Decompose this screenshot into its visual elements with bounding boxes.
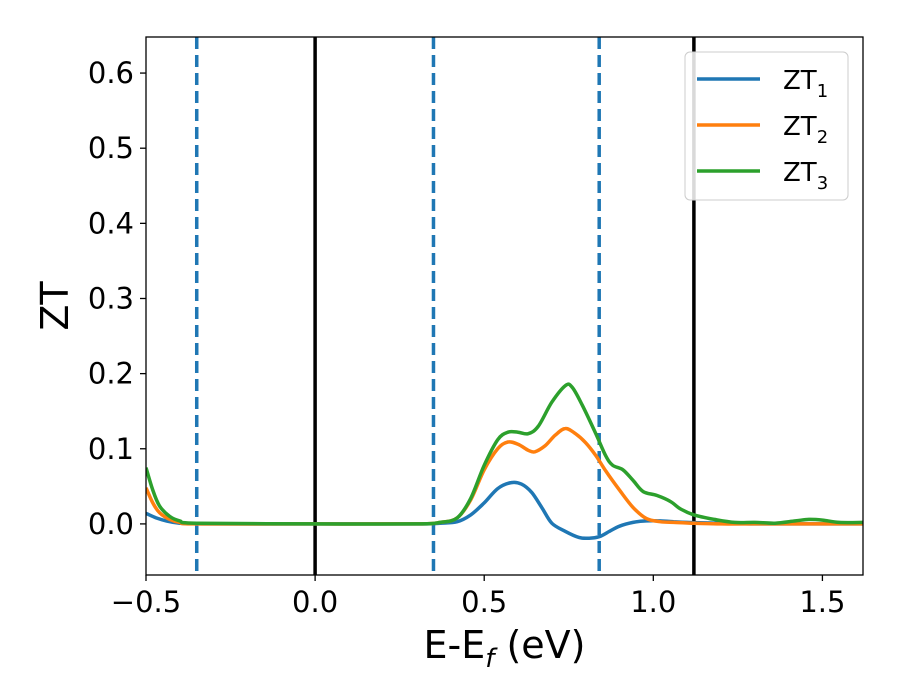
- series-line-zt2: [146, 426, 863, 526]
- y-tick-label: 0.4: [88, 206, 134, 240]
- y-tick-label: 0.3: [88, 281, 134, 315]
- y-tick-label: 0.6: [88, 56, 134, 90]
- y-tick-label: 0.0: [88, 507, 134, 541]
- legend-label-zt3: ZT3: [783, 158, 828, 194]
- x-tick-label: 0.0: [292, 585, 338, 619]
- x-tick-label: 0.5: [461, 585, 507, 619]
- series-line-zt1: [146, 480, 863, 541]
- legend-label-zt2: ZT2: [783, 112, 828, 148]
- legend-label-zt1: ZT1: [783, 66, 828, 102]
- y-tick-label: 0.2: [88, 357, 134, 391]
- y-tick-label: 0.1: [88, 432, 134, 466]
- x-tick-label: −0.5: [111, 585, 181, 619]
- y-tick-label: 0.5: [88, 131, 134, 165]
- x-axis-label: E-Ef (eV): [424, 623, 586, 674]
- x-tick-label: 1.5: [799, 585, 845, 619]
- axis-ticks: −0.5 0.0 0.5 1.0 1.5 0.0 0.1 0.2 0.3 0.4 0.5 0.6: [88, 56, 846, 619]
- series-line-zt3: [146, 382, 863, 526]
- y-axis-label: ZT: [33, 281, 77, 331]
- plot-frame: [145, 36, 864, 576]
- legend: ZT1 ZT2 ZT3: [684, 51, 849, 201]
- legend-box: [684, 51, 849, 201]
- x-tick-label: 1.0: [630, 585, 676, 619]
